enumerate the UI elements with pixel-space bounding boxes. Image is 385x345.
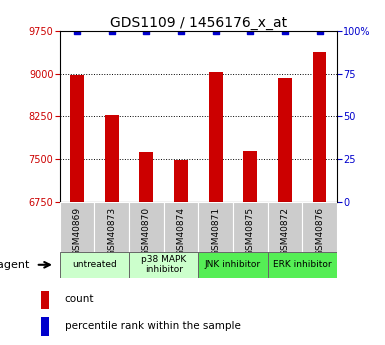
- Text: agent: agent: [0, 260, 33, 270]
- Bar: [105, 115, 119, 202]
- Title: GDS1109 / 1456176_x_at: GDS1109 / 1456176_x_at: [110, 16, 287, 30]
- Text: GSM40875: GSM40875: [246, 207, 255, 256]
- Bar: [268, 202, 302, 252]
- Bar: [60, 202, 94, 252]
- Text: GSM40871: GSM40871: [211, 207, 220, 256]
- Point: [316, 28, 323, 34]
- Bar: [70, 76, 84, 202]
- Point: [74, 28, 80, 34]
- Text: GSM40870: GSM40870: [142, 207, 151, 256]
- Text: percentile rank within the sample: percentile rank within the sample: [65, 321, 241, 331]
- Bar: [41, 290, 49, 309]
- Bar: [268, 252, 337, 278]
- Bar: [313, 51, 326, 202]
- Bar: [164, 202, 198, 252]
- Point: [282, 28, 288, 34]
- Point: [213, 28, 219, 34]
- Point: [109, 28, 115, 34]
- Bar: [198, 252, 268, 278]
- Text: p38 MAPK
inhibitor: p38 MAPK inhibitor: [141, 255, 186, 275]
- Bar: [233, 202, 268, 252]
- Bar: [302, 202, 337, 252]
- Point: [247, 28, 253, 34]
- Bar: [129, 252, 198, 278]
- Bar: [41, 317, 49, 336]
- Text: GSM40873: GSM40873: [107, 207, 116, 256]
- Text: ERK inhibitor: ERK inhibitor: [273, 260, 331, 269]
- Bar: [243, 151, 257, 202]
- Point: [178, 28, 184, 34]
- Bar: [174, 160, 188, 202]
- Text: GSM40869: GSM40869: [72, 207, 82, 256]
- Point: [143, 28, 149, 34]
- Bar: [139, 152, 153, 202]
- Text: count: count: [65, 294, 94, 304]
- Bar: [129, 202, 164, 252]
- Bar: [60, 252, 129, 278]
- Text: untreated: untreated: [72, 260, 117, 269]
- Text: GSM40876: GSM40876: [315, 207, 324, 256]
- Text: JNK inhibitor: JNK inhibitor: [205, 260, 261, 269]
- Bar: [209, 72, 223, 202]
- Text: GSM40872: GSM40872: [280, 207, 290, 256]
- Text: GSM40874: GSM40874: [176, 207, 186, 256]
- Bar: [198, 202, 233, 252]
- Bar: [278, 78, 292, 202]
- Bar: [94, 202, 129, 252]
